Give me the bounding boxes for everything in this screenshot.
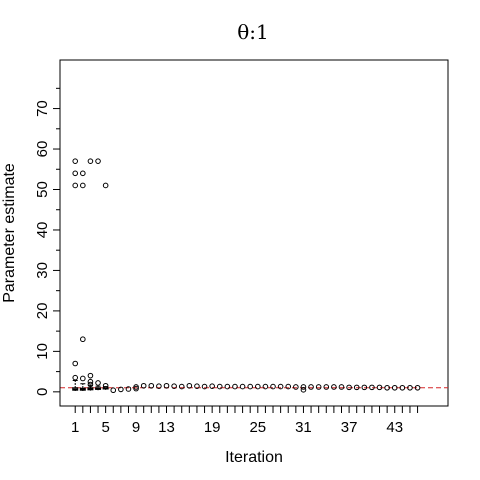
- box-plot: [95, 385, 102, 391]
- data-point: [72, 182, 79, 189]
- x-tick-label: 5: [101, 419, 109, 436]
- data-point: [407, 384, 413, 391]
- data-point: [133, 385, 139, 392]
- data-point: [293, 384, 299, 390]
- data-point: [414, 384, 421, 391]
- data-point: [186, 382, 193, 389]
- x-tick-label: 43: [386, 419, 403, 436]
- y-tick-label: 40: [34, 222, 51, 239]
- x-tick-label: 9: [132, 419, 140, 436]
- x-tick-label: 1: [71, 419, 79, 436]
- data-point: [72, 158, 79, 164]
- x-tick-label: 25: [249, 419, 266, 436]
- data-point: [125, 386, 132, 392]
- y-tick-label: 20: [34, 303, 51, 320]
- data-point: [239, 383, 246, 390]
- data-point: [133, 384, 139, 390]
- data-point: [270, 383, 276, 390]
- data-point: [323, 384, 330, 390]
- y-axis: 0 10 20 30 40 50 60 70: [34, 87, 61, 396]
- data-point: [148, 382, 155, 389]
- x-tick-label: 37: [341, 419, 358, 436]
- data-point: [178, 383, 185, 390]
- data-point: [308, 384, 314, 390]
- data-point: [331, 384, 337, 390]
- data-point: [399, 384, 406, 391]
- x-tick-label: 19: [204, 419, 221, 436]
- data-point: [255, 383, 261, 390]
- data-point: [376, 384, 383, 391]
- data-point: [80, 336, 86, 343]
- x-tick-label: 13: [158, 419, 175, 436]
- data-point: [87, 158, 94, 164]
- box-plot: [79, 383, 86, 392]
- data-point: [216, 383, 223, 390]
- data-point: [87, 372, 94, 379]
- data-point: [338, 384, 345, 390]
- data-point: [346, 384, 352, 391]
- data-point: [156, 383, 162, 389]
- data-point: [72, 360, 79, 367]
- data-point: [224, 383, 231, 390]
- y-tick-label: 30: [34, 262, 51, 279]
- data-point: [369, 384, 375, 391]
- plot-frame: [59, 59, 449, 407]
- data-point: [118, 386, 124, 393]
- data-point: [277, 383, 284, 390]
- y-tick-label: 50: [34, 181, 51, 198]
- y-tick-label: 0: [34, 388, 51, 396]
- data-point: [95, 158, 101, 164]
- box-plot: [72, 380, 79, 392]
- data-point: [300, 387, 307, 393]
- x-axis-label: Iteration: [225, 449, 283, 466]
- y-tick-label: 60: [34, 141, 51, 158]
- data-point: [80, 375, 86, 382]
- points-layer: [72, 158, 421, 394]
- data-point: [209, 383, 215, 389]
- data-point: [171, 383, 177, 389]
- data-point: [285, 383, 292, 390]
- chart-title: θ:1: [237, 20, 269, 44]
- data-point: [232, 383, 238, 390]
- data-point: [201, 383, 208, 390]
- x-tick-label: 31: [295, 419, 312, 436]
- data-point: [361, 384, 368, 391]
- data-point: [262, 383, 269, 390]
- x-axis: 1 5 9 13 19 25 31 37 43: [71, 405, 419, 436]
- data-point: [87, 378, 94, 385]
- data-point: [163, 382, 170, 389]
- data-point: [300, 384, 307, 390]
- box-plot: [87, 384, 94, 391]
- data-point: [95, 380, 101, 386]
- data-point: [87, 381, 94, 388]
- data-point: [315, 384, 322, 390]
- data-point: [80, 182, 86, 189]
- data-point: [102, 182, 109, 189]
- data-point: [384, 384, 390, 391]
- y-axis-label: Parameter estimate: [1, 163, 18, 303]
- data-point: [140, 382, 147, 389]
- data-point: [194, 383, 200, 389]
- data-point: [247, 383, 253, 390]
- data-point: [353, 384, 360, 391]
- y-tick-label: 70: [34, 100, 51, 117]
- data-point: [102, 382, 109, 389]
- data-point: [72, 170, 79, 177]
- data-point: [391, 384, 398, 391]
- y-tick-label: 10: [34, 343, 51, 360]
- data-point: [80, 170, 86, 177]
- data-point: [72, 374, 79, 381]
- box-layer: [72, 380, 109, 392]
- data-point: [110, 387, 117, 394]
